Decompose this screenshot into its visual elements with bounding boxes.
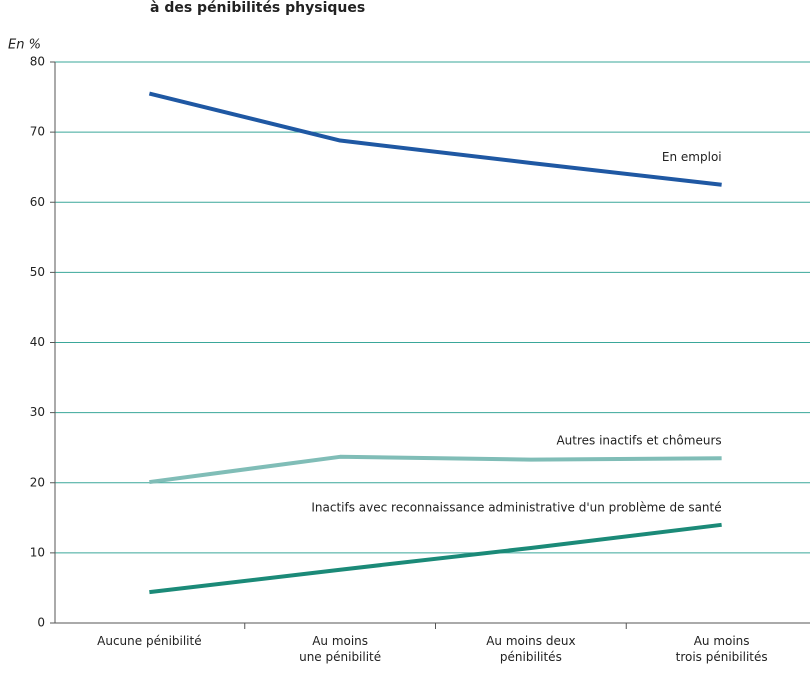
x-tick-label: Au moins trois pénibilités: [676, 634, 768, 664]
y-tick-label: 10: [30, 545, 45, 559]
x-tick-label-line: trois pénibilités: [676, 650, 768, 664]
series-label: En emploi: [662, 150, 722, 164]
y-tick-label: 60: [30, 195, 45, 209]
y-tick-label: 20: [30, 475, 45, 489]
x-tick-label: Au moins deux pénibilités: [486, 634, 575, 664]
series-line: [148, 91, 722, 187]
series-line: [149, 454, 722, 485]
x-tick-label-line: Aucune pénibilité: [97, 634, 201, 648]
series-label: Autres inactifs et chômeurs: [556, 434, 721, 448]
y-axis-label: En %: [8, 38, 41, 53]
series-line: [149, 522, 722, 595]
chart-title: à des pénibilités physiques: [150, 0, 365, 16]
x-tick-label: Au moins une pénibilité: [299, 634, 381, 664]
y-tick-label: 70: [30, 125, 45, 139]
x-tick-label-line: pénibilités: [500, 650, 562, 664]
series-label: Inactifs avec reconnaissance administrat…: [311, 500, 721, 514]
x-tick-label: Aucune pénibilité: [97, 634, 201, 648]
y-tick-label: 50: [30, 265, 45, 279]
x-tick-label-line: Au moins deux: [486, 634, 575, 648]
y-tick-label: 80: [30, 55, 45, 69]
x-tick-label-line: Au moins: [312, 634, 368, 648]
x-tick-label-line: une pénibilité: [299, 650, 381, 664]
y-tick-label: 40: [30, 335, 45, 349]
y-tick-label: 30: [30, 405, 45, 419]
y-tick-label: 0: [37, 616, 45, 630]
x-tick-label-line: Au moins: [694, 634, 750, 648]
